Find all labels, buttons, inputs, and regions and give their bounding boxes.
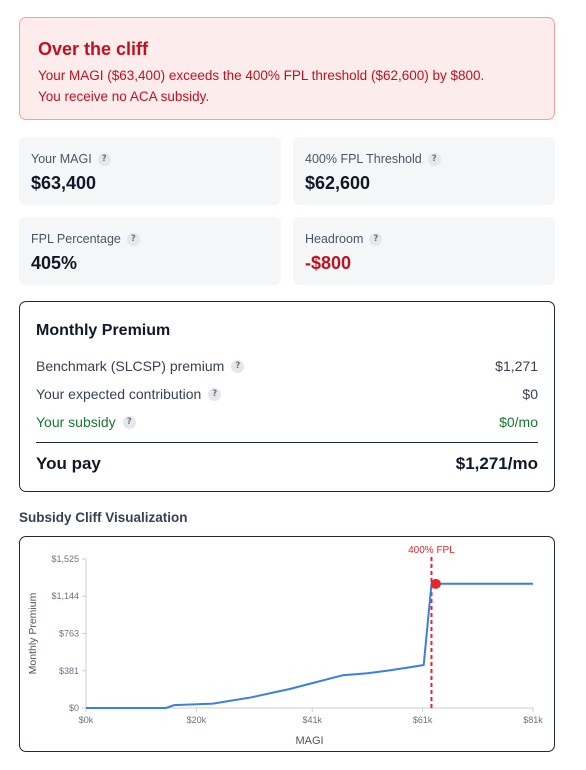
help-icon[interactable]: ? <box>97 152 111 166</box>
you-pay-label: You pay <box>36 454 101 473</box>
stat-label-headroom: Headroom <box>305 232 364 246</box>
benchmark-row: Benchmark (SLCSP) premium ? $1,271 <box>36 352 538 380</box>
stat-value-headroom: -$800 <box>305 253 352 273</box>
viz-title: Subsidy Cliff Visualization <box>19 510 188 525</box>
you-pay-row: You pay $1,271/mo <box>36 454 538 474</box>
x-tick-label: $41k <box>302 715 322 725</box>
subsidy-label: Your subsidy <box>36 414 116 430</box>
alert-message-line2: You receive no ACA subsidy. <box>38 89 210 104</box>
contribution-value: $0 <box>522 386 538 402</box>
stat-value-fpl-percentage: 405% <box>31 253 78 273</box>
y-axis-label: Monthly Premium <box>27 592 39 674</box>
x-tick-label: $81k <box>523 715 543 725</box>
contribution-label: Your expected contribution <box>36 386 202 402</box>
y-tick-label: $0 <box>69 703 79 713</box>
help-icon[interactable]: ? <box>208 387 222 401</box>
benchmark-value: $1,271 <box>495 358 538 374</box>
premium-series-line <box>86 582 533 709</box>
x-tick-label: $61k <box>413 715 433 725</box>
help-icon[interactable]: ? <box>122 415 136 429</box>
fpl-threshold-label: 400% FPL <box>408 545 455 556</box>
subsidy-value: $0/mo <box>499 414 538 430</box>
y-tick-label: $1,144 <box>51 591 79 601</box>
benchmark-label: Benchmark (SLCSP) premium <box>36 358 225 374</box>
stat-card-threshold: 400% FPL Threshold ? $62,600 <box>293 137 555 205</box>
subsidy-row: Your subsidy ? $0/mo <box>36 408 538 436</box>
stat-label-threshold: 400% FPL Threshold <box>305 152 422 166</box>
stat-card-fpl-percentage: FPL Percentage ? 405% <box>19 217 281 285</box>
stat-card-headroom: Headroom ? -$800 <box>293 217 555 285</box>
alert-message-line1: Your MAGI ($63,400) exceeds the 400% FPL… <box>38 68 485 83</box>
cliff-alert: Over the cliff Your MAGI ($63,400) excee… <box>19 17 555 120</box>
monthly-premium-card: Monthly Premium Benchmark (SLCSP) premiu… <box>19 301 555 492</box>
y-tick-label: $1,525 <box>51 554 79 564</box>
current-magi-marker <box>430 578 441 589</box>
help-icon[interactable]: ? <box>231 359 245 373</box>
help-icon[interactable]: ? <box>369 232 383 246</box>
alert-title: Over the cliff <box>38 39 149 59</box>
stat-value-magi: $63,400 <box>31 173 97 193</box>
y-tick-label: $763 <box>59 628 79 638</box>
subsidy-cliff-chart: $0 $381 $763 $1,144 $1,525 $0k $20k $41k $61k $81… <box>19 536 555 752</box>
stat-label-magi: Your MAGI <box>31 152 92 166</box>
x-tick-label: $20k <box>187 715 207 725</box>
help-icon[interactable]: ? <box>427 152 441 166</box>
premium-title: Monthly Premium <box>36 322 171 339</box>
stat-card-magi: Your MAGI ? $63,400 <box>19 137 281 205</box>
help-icon[interactable]: ? <box>126 232 140 246</box>
alert-message: Your MAGI ($63,400) exceeds the 400% FPL… <box>38 65 536 107</box>
y-tick-label: $381 <box>59 666 79 676</box>
x-tick-label: $0k <box>79 715 94 725</box>
divider <box>36 442 538 443</box>
contribution-row: Your expected contribution ? $0 <box>36 380 538 408</box>
you-pay-value: $1,271/mo <box>455 454 538 473</box>
stat-label-fpl-percentage: FPL Percentage <box>31 232 121 246</box>
chart-svg: $0 $381 $763 $1,144 $1,525 $0k $20k $41k $61k $81… <box>27 545 543 747</box>
stat-value-threshold: $62,600 <box>305 173 371 193</box>
x-axis-label: MAGI <box>295 735 323 747</box>
